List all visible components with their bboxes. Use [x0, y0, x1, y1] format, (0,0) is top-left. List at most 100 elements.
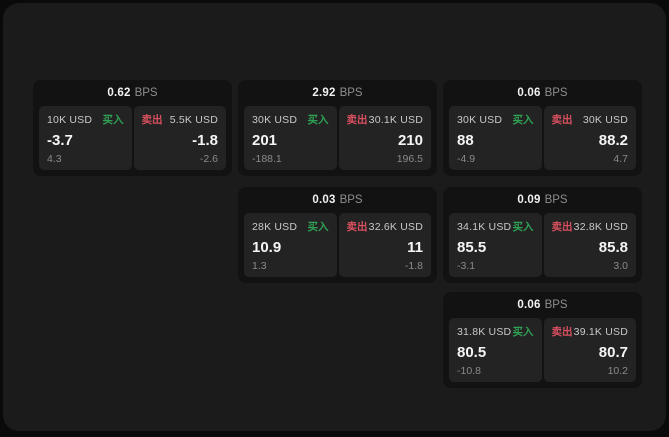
buy-amount: 34.1K USD	[457, 220, 512, 233]
buy-side-label: 买入	[512, 326, 534, 338]
bps-unit-label: BPS	[544, 87, 568, 99]
spread-bps-value: 0.06	[517, 299, 541, 311]
buy-panel-header: 34.1K USD 买入	[457, 219, 534, 234]
sell-panel-header: 卖出 30.1K USD	[347, 112, 424, 127]
buy-quote-panel[interactable]: 28K USD 买入 10.9 1.3	[244, 213, 337, 277]
bps-unit-label: BPS	[339, 87, 363, 99]
buy-secondary-value: -10.8	[457, 365, 481, 377]
card-header: 2.92 BPS	[238, 80, 437, 106]
quote-card: 2.92 BPS 30K USD 买入 201 -188.1 卖出 30.1K …	[238, 80, 437, 176]
buy-quote-panel[interactable]: 34.1K USD 买入 85.5 -3.1	[449, 213, 542, 277]
sell-quote-panel[interactable]: 卖出 30K USD 88.2 4.7	[543, 106, 636, 170]
card-body: 31.8K USD 买入 80.5 -10.8 卖出 39.1K USD 80.…	[449, 318, 636, 382]
sell-quote-panel[interactable]: 卖出 32.6K USD 11 -1.8	[338, 213, 431, 277]
sell-price: 80.7	[598, 343, 628, 361]
sell-secondary-value: 196.5	[396, 153, 423, 165]
buy-panel-header: 30K USD 买入	[252, 112, 329, 127]
buy-amount: 30K USD	[252, 113, 298, 126]
sell-quote-panel[interactable]: 卖出 32.8K USD 85.8 3.0	[543, 213, 636, 277]
sell-side-label: 卖出	[346, 114, 368, 126]
bps-unit-label: BPS	[339, 194, 363, 206]
buy-secondary-value: 4.3	[47, 153, 62, 165]
sell-quote-panel[interactable]: 卖出 39.1K USD 80.7 10.2	[543, 318, 636, 382]
buy-price: 88	[457, 131, 474, 149]
buy-quote-panel[interactable]: 30K USD 买入 201 -188.1	[244, 106, 337, 170]
quote-card: 0.62 BPS 10K USD 买入 -3.7 4.3 卖出 5.5K USD…	[33, 80, 232, 176]
buy-side-label: 买入	[512, 221, 534, 233]
sell-price: 11	[407, 238, 423, 256]
buy-secondary-value: 1.3	[252, 260, 267, 272]
buy-price: 85.5	[457, 238, 487, 256]
buy-amount: 28K USD	[252, 220, 298, 233]
buy-price: 201	[252, 131, 278, 149]
card-header: 0.06 BPS	[443, 292, 642, 318]
sell-secondary-value: 10.2	[607, 365, 628, 377]
sell-price: -1.8	[192, 131, 218, 149]
buy-side-label: 买入	[307, 221, 329, 233]
sell-amount: 30.1K USD	[368, 113, 423, 126]
buy-side-label: 买入	[307, 114, 329, 126]
sell-panel-header: 卖出 32.6K USD	[347, 219, 424, 234]
buy-price: 10.9	[252, 238, 282, 256]
sell-side-label: 卖出	[551, 114, 573, 126]
card-header: 0.06 BPS	[443, 80, 642, 106]
sell-quote-panel[interactable]: 卖出 30.1K USD 210 196.5	[338, 106, 431, 170]
spread-bps-value: 0.62	[107, 87, 131, 99]
card-body: 10K USD 买入 -3.7 4.3 卖出 5.5K USD -1.8 -2.…	[39, 106, 226, 170]
sell-secondary-value: 4.7	[613, 153, 628, 165]
card-body: 34.1K USD 买入 85.5 -3.1 卖出 32.8K USD 85.8…	[449, 213, 636, 277]
card-header: 0.09 BPS	[443, 187, 642, 213]
card-header: 0.03 BPS	[238, 187, 437, 213]
sell-price: 88.2	[598, 131, 628, 149]
bps-unit-label: BPS	[544, 299, 568, 311]
bps-unit-label: BPS	[544, 194, 568, 206]
spread-bps-value: 2.92	[312, 87, 336, 99]
sell-side-label: 卖出	[346, 221, 368, 233]
sell-quote-panel[interactable]: 卖出 5.5K USD -1.8 -2.6	[133, 106, 226, 170]
card-body: 28K USD 买入 10.9 1.3 卖出 32.6K USD 11 -1.8	[244, 213, 431, 277]
quote-card: 0.06 BPS 31.8K USD 买入 80.5 -10.8 卖出 39.1…	[443, 292, 642, 388]
buy-quote-panel[interactable]: 10K USD 买入 -3.7 4.3	[39, 106, 132, 170]
buy-amount: 30K USD	[457, 113, 503, 126]
sell-panel-header: 卖出 5.5K USD	[142, 112, 219, 127]
spread-bps-value: 0.03	[312, 194, 336, 206]
sell-panel-header: 卖出 39.1K USD	[552, 324, 629, 339]
sell-panel-header: 卖出 32.8K USD	[552, 219, 629, 234]
buy-amount: 10K USD	[47, 113, 93, 126]
buy-panel-header: 30K USD 买入	[457, 112, 534, 127]
buy-secondary-value: -188.1	[252, 153, 282, 165]
sell-price: 85.8	[598, 238, 628, 256]
buy-side-label: 买入	[512, 114, 534, 126]
buy-secondary-value: -3.1	[457, 260, 476, 272]
buy-side-label: 买入	[102, 114, 124, 126]
sell-price: 210	[397, 131, 423, 149]
card-body: 30K USD 买入 88 -4.9 卖出 30K USD 88.2 4.7	[449, 106, 636, 170]
card-body: 30K USD 买入 201 -188.1 卖出 30.1K USD 210 1…	[244, 106, 431, 170]
buy-panel-header: 31.8K USD 买入	[457, 324, 534, 339]
spread-bps-value: 0.09	[517, 194, 541, 206]
card-header: 0.62 BPS	[33, 80, 232, 106]
sell-amount: 32.6K USD	[368, 220, 423, 233]
buy-panel-header: 10K USD 买入	[47, 112, 124, 127]
sell-amount: 5.5K USD	[169, 113, 218, 126]
sell-amount: 39.1K USD	[573, 325, 628, 338]
sell-amount: 30K USD	[582, 113, 628, 126]
sell-secondary-value: 3.0	[613, 260, 628, 272]
buy-panel-header: 28K USD 买入	[252, 219, 329, 234]
buy-price: 80.5	[457, 343, 487, 361]
sell-amount: 32.8K USD	[573, 220, 628, 233]
sell-secondary-value: -1.8	[404, 260, 423, 272]
buy-amount: 31.8K USD	[457, 325, 512, 338]
sell-panel-header: 卖出 30K USD	[552, 112, 629, 127]
sell-secondary-value: -2.6	[199, 153, 218, 165]
buy-secondary-value: -4.9	[457, 153, 476, 165]
quote-card: 0.09 BPS 34.1K USD 买入 85.5 -3.1 卖出 32.8K…	[443, 187, 642, 283]
buy-quote-panel[interactable]: 31.8K USD 买入 80.5 -10.8	[449, 318, 542, 382]
sell-side-label: 卖出	[141, 114, 163, 126]
buy-quote-panel[interactable]: 30K USD 买入 88 -4.9	[449, 106, 542, 170]
quote-card: 0.03 BPS 28K USD 买入 10.9 1.3 卖出 32.6K US…	[238, 187, 437, 283]
spread-bps-value: 0.06	[517, 87, 541, 99]
quote-card: 0.06 BPS 30K USD 买入 88 -4.9 卖出 30K USD 8…	[443, 80, 642, 176]
sell-side-label: 卖出	[551, 221, 573, 233]
